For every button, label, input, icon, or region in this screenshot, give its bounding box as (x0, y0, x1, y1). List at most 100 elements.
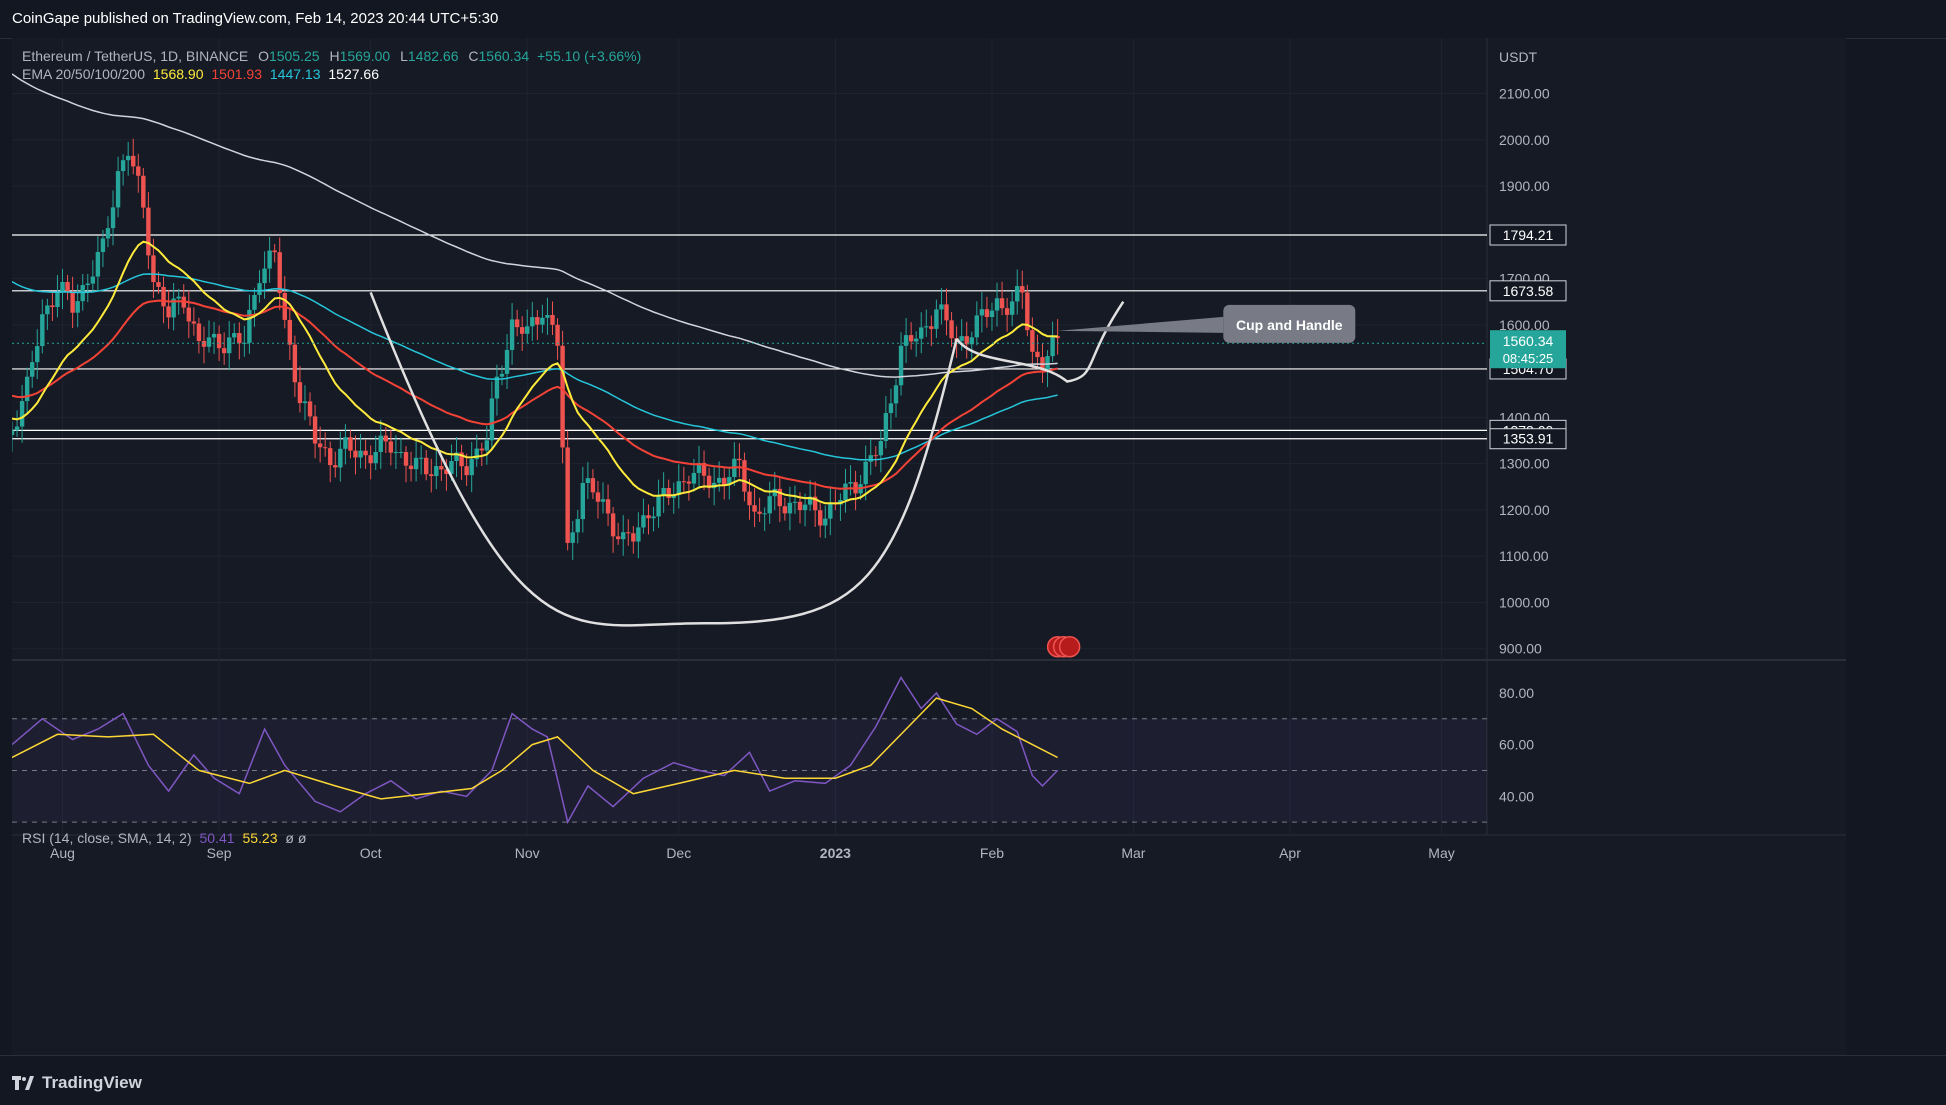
candle-body (979, 309, 985, 316)
candle-body (358, 450, 363, 458)
candle-body (1009, 301, 1015, 315)
chart-svg[interactable]: 2100.002000.001900.001700.001600.001400.… (9, 38, 1846, 1055)
candle-body (206, 337, 212, 347)
candle-body (792, 501, 798, 503)
candle-body (434, 466, 439, 477)
candle-body (186, 307, 191, 322)
candle-body (701, 462, 707, 476)
high-label: H (329, 48, 340, 64)
candle-body (969, 337, 974, 345)
candle-body (676, 481, 681, 495)
candle-body (1025, 292, 1030, 331)
date-tick-label: Nov (515, 845, 540, 861)
tradingview-logo[interactable]: TradingView (12, 1073, 142, 1093)
candle-body (65, 281, 70, 292)
candle-body (9, 430, 15, 435)
level-tag-box (1489, 280, 1567, 302)
publisher-bar: CoinGape published on TradingView.com, F… (0, 0, 1946, 39)
candle-body (519, 327, 525, 334)
candle-body (863, 461, 868, 485)
candle-body (398, 452, 404, 454)
candle-body (191, 321, 197, 324)
candle-body (277, 252, 282, 294)
candle-body (818, 510, 823, 526)
candle-body (176, 296, 181, 299)
date-tick-label: Apr (1279, 845, 1301, 861)
currency-label: USDT (1499, 49, 1538, 65)
candle-body (823, 518, 828, 526)
candle-body (110, 207, 116, 229)
candle-body (383, 435, 389, 442)
candle-body (621, 532, 626, 540)
candle-body (949, 320, 954, 339)
candle-body (560, 345, 565, 448)
candle-body (1015, 286, 1020, 302)
candle-body (307, 401, 313, 417)
candle-body (19, 401, 25, 427)
candle-body (100, 238, 106, 253)
candle-body (610, 513, 616, 537)
annotation-box[interactable] (1223, 304, 1356, 343)
candle-body (90, 276, 96, 284)
ema50-line (11, 299, 1058, 490)
date-tick-label: Dec (666, 845, 691, 861)
symbol-name: Ethereum / TetherUS, 1D, BINANCE (22, 48, 249, 64)
candle-body (706, 475, 712, 489)
candle-body (449, 461, 454, 474)
ema20-line (11, 240, 1058, 505)
candle-body (348, 437, 353, 451)
candle-body (429, 474, 434, 477)
candle-body (646, 515, 651, 519)
candle-body (767, 496, 772, 514)
date-tick-label: Mar (1121, 845, 1145, 861)
high-value: 1569.00 (339, 48, 391, 64)
candle-body (964, 336, 969, 345)
candle-body (242, 342, 247, 344)
candle-body (156, 282, 161, 287)
candle-body (757, 511, 762, 514)
price-tick-label: 2100.00 (1499, 86, 1550, 102)
tradingview-brand: TradingView (42, 1073, 142, 1092)
candle-body (631, 533, 636, 542)
publisher-text: CoinGape published on TradingView.com, F… (12, 10, 499, 27)
candle-body (368, 455, 373, 464)
rsi-line (11, 676, 1059, 825)
candle-body (777, 488, 783, 507)
chart-area[interactable]: 2100.00 2000.00 1900.00 1700.00 1600.00 1400.… (9, 38, 1846, 1055)
footer: TradingView (0, 1055, 1946, 1105)
candle-body (727, 476, 732, 485)
candle-body (716, 477, 722, 483)
rsi-tick-label: 60.00 (1499, 737, 1534, 753)
price-tick-label: 1900.00 (1499, 178, 1550, 194)
candle-body (312, 416, 318, 444)
candle-body (1004, 308, 1010, 315)
candle-body (843, 483, 848, 501)
candle-body (812, 496, 818, 511)
candle-body (939, 304, 944, 310)
rsi-tick-label: 80.00 (1499, 685, 1534, 701)
rsi-sma-value: 55.23 (242, 830, 278, 846)
candle-body (262, 268, 267, 284)
candle-body (454, 452, 459, 462)
candle-body (353, 450, 358, 458)
candle-body (131, 155, 136, 167)
event-flag-icon[interactable] (1058, 635, 1081, 658)
candle-body (272, 250, 277, 253)
candle-body (267, 250, 272, 269)
candle-body (70, 291, 75, 313)
candle-body (161, 286, 166, 307)
candle-body (1035, 351, 1040, 358)
change-value: +55.10 (+3.66%) (537, 48, 642, 64)
last-price-label: 1560.34 (1503, 333, 1554, 349)
ema50-value: 1501.93 (211, 66, 262, 82)
candle-body (1020, 286, 1025, 293)
candle-body (343, 437, 348, 449)
candle-body (232, 333, 237, 338)
candle-body (752, 505, 757, 512)
countdown-label: 08:45:25 (1503, 351, 1554, 366)
candle-body (681, 481, 687, 483)
candle-body (388, 441, 394, 453)
candle-body (50, 305, 55, 308)
candle-body (322, 447, 328, 449)
candle-body (555, 324, 560, 346)
